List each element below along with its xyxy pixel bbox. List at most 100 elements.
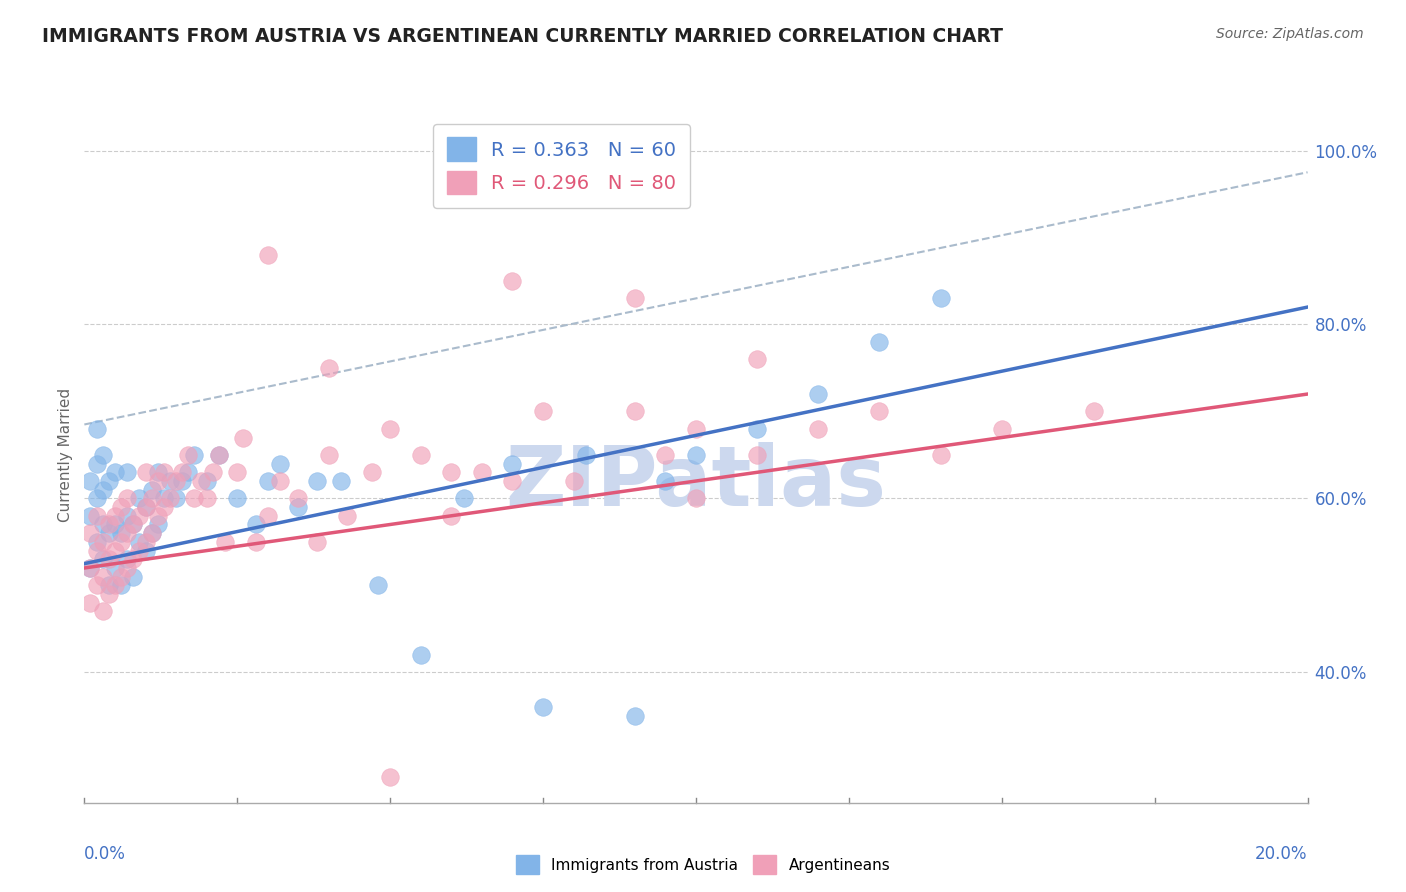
Point [122,517,145,532]
Point [257,248,280,262]
Point [502,274,524,288]
Point [146,474,169,488]
Point [245,517,267,532]
Point [79,508,101,523]
Point [991,422,1014,436]
Point [153,466,176,480]
Point [257,508,280,523]
Point [172,474,194,488]
Point [86,422,108,436]
Point [201,466,224,480]
Point [685,422,707,436]
Point [654,448,676,462]
Point [929,448,952,462]
Point [440,508,463,523]
Point [146,508,169,523]
Point [128,491,150,506]
Point [97,526,120,541]
Point [562,474,585,488]
Point [502,457,524,471]
Point [153,491,176,506]
Point [79,596,101,610]
Point [141,483,163,497]
Point [97,474,120,488]
Point [86,578,108,592]
Point [305,474,328,488]
Point [257,474,280,488]
Point [91,552,114,566]
Point [135,543,157,558]
Point [135,534,157,549]
Point [318,448,340,462]
Point [86,457,108,471]
Point [153,500,176,514]
Text: Source: ZipAtlas.com: Source: ZipAtlas.com [1216,27,1364,41]
Point [471,466,494,480]
Point [135,500,157,514]
Point [110,570,132,584]
Point [360,466,382,480]
Point [86,534,108,549]
Point [869,334,891,349]
Point [104,508,127,523]
Point [115,508,138,523]
Point [91,570,114,584]
Legend: R = 0.363   N = 60, R = 0.296   N = 80: R = 0.363 N = 60, R = 0.296 N = 80 [433,124,690,208]
Point [685,448,707,462]
Point [747,352,769,367]
Point [110,534,132,549]
Point [287,500,309,514]
Point [183,448,205,462]
Text: 0.0%: 0.0% [84,845,127,863]
Point [562,839,585,854]
Point [177,466,200,480]
Point [115,491,138,506]
Point [91,517,114,532]
Point [91,483,114,497]
Point [110,526,132,541]
Point [159,491,181,506]
Point [269,457,291,471]
Point [104,466,127,480]
Point [409,448,432,462]
Point [141,526,163,541]
Point [115,466,138,480]
Point [165,491,187,506]
Point [128,534,150,549]
Point [122,517,145,532]
Point [146,517,169,532]
Point [195,474,218,488]
Point [79,526,101,541]
Point [624,708,647,723]
Point [159,474,181,488]
Point [208,448,231,462]
Point [367,578,389,592]
Point [929,291,952,305]
Point [318,360,340,375]
Point [91,534,114,549]
Point [453,491,475,506]
Point [409,648,432,662]
Point [287,491,309,506]
Point [183,491,205,506]
Point [409,822,432,836]
Point [869,404,891,418]
Point [97,552,120,566]
Point [97,587,120,601]
Point [91,605,114,619]
Point [226,466,249,480]
Point [380,422,402,436]
Point [226,491,249,506]
Point [165,474,187,488]
Point [104,517,127,532]
Point [135,466,157,480]
Point [104,578,127,592]
Point [79,561,101,575]
Point [141,526,163,541]
Point [654,474,676,488]
Text: 20.0%: 20.0% [1256,845,1308,863]
Point [685,491,707,506]
Point [624,404,647,418]
Point [531,404,554,418]
Point [79,561,101,575]
